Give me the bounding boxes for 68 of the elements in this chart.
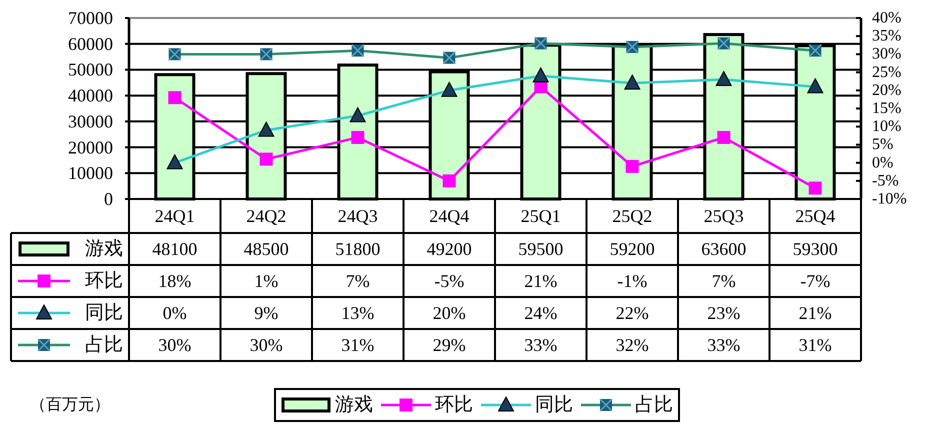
- data-label: 33%: [524, 335, 558, 355]
- y-tick-label: 40000: [68, 86, 113, 106]
- y-tick-label: 50000: [68, 60, 113, 80]
- y-tick-label: 20000: [68, 137, 113, 158]
- data-label: -5%: [434, 271, 464, 291]
- data-label: 48100: [152, 239, 198, 259]
- data-label: 59500: [518, 239, 564, 259]
- data-label: 49200: [426, 239, 472, 259]
- x-tick-label: 25Q1: [520, 206, 561, 226]
- y2-tick-label: 35%: [872, 28, 902, 45]
- data-label: 21%: [798, 303, 832, 323]
- data-label: 0%: [162, 303, 187, 323]
- series-name: 同比: [85, 302, 123, 324]
- data-label: 30%: [250, 335, 283, 355]
- data-label: 9%: [254, 303, 278, 323]
- data-label: 48500: [244, 239, 289, 259]
- annotation: （百万元）: [30, 396, 110, 414]
- y2-tick-label: 20%: [872, 82, 902, 99]
- legend-label: 环比: [435, 394, 473, 416]
- y2-tick-label: 25%: [872, 64, 902, 81]
- x-tick-label: 24Q2: [246, 206, 286, 226]
- data-label: 7%: [712, 271, 736, 291]
- y2-tick-label: 0%: [872, 154, 894, 172]
- y2-tick-label: 10%: [872, 118, 902, 136]
- y2-tick-label: -10%: [872, 190, 907, 208]
- data-label: -1%: [617, 271, 648, 291]
- data-label: 20%: [432, 303, 466, 323]
- x-tick-label: 25Q3: [704, 206, 744, 226]
- series-name: 环比: [85, 270, 123, 292]
- data-label: 31%: [341, 335, 374, 355]
- data-label: 24%: [524, 303, 558, 323]
- legend-label: 游戏: [335, 394, 373, 416]
- data-label: 31%: [798, 335, 832, 355]
- y2-tick-label: 30%: [872, 46, 902, 63]
- data-label: 23%: [707, 303, 740, 323]
- data-label: 29%: [432, 335, 466, 355]
- y2-tick-label: 5%: [872, 136, 894, 154]
- x-tick-label: 24Q3: [338, 206, 378, 226]
- data-label: 21%: [524, 271, 558, 291]
- data-label: 18%: [158, 271, 192, 291]
- y-tick-label: 60000: [68, 34, 113, 54]
- data-label: 63600: [701, 239, 746, 259]
- x-tick-label: 24Q4: [429, 206, 470, 226]
- data-label: 30%: [158, 335, 192, 355]
- data-label: 22%: [616, 303, 649, 323]
- data-label: 33%: [707, 335, 740, 355]
- data-label: 32%: [616, 335, 649, 355]
- y-tick-label: 70000: [68, 8, 113, 28]
- series-name: 游戏: [85, 238, 123, 260]
- x-tick-label: 24Q1: [154, 206, 195, 226]
- y-tick-label: 10000: [68, 163, 113, 184]
- x-tick-label: 25Q2: [612, 206, 652, 226]
- y2-tick-label: 15%: [872, 100, 902, 117]
- data-label: 7%: [346, 271, 370, 291]
- y-tick-label: 0: [104, 189, 113, 209]
- data-label: 59200: [610, 239, 655, 259]
- y2-tick-label: -5%: [872, 172, 899, 190]
- y-tick-label: 30000: [68, 111, 113, 132]
- data-label: -7%: [800, 271, 830, 291]
- x-tick-label: 25Q4: [795, 206, 836, 226]
- series-name: 占比: [85, 334, 123, 356]
- data-label: 59300: [792, 239, 838, 259]
- data-label: 1%: [254, 271, 278, 291]
- legend-label: 占比: [635, 394, 673, 416]
- legend-label: 同比: [535, 394, 573, 416]
- data-label: 13%: [341, 303, 374, 323]
- y2-tick-label: 40%: [872, 10, 902, 26]
- data-label: 51800: [335, 239, 380, 259]
